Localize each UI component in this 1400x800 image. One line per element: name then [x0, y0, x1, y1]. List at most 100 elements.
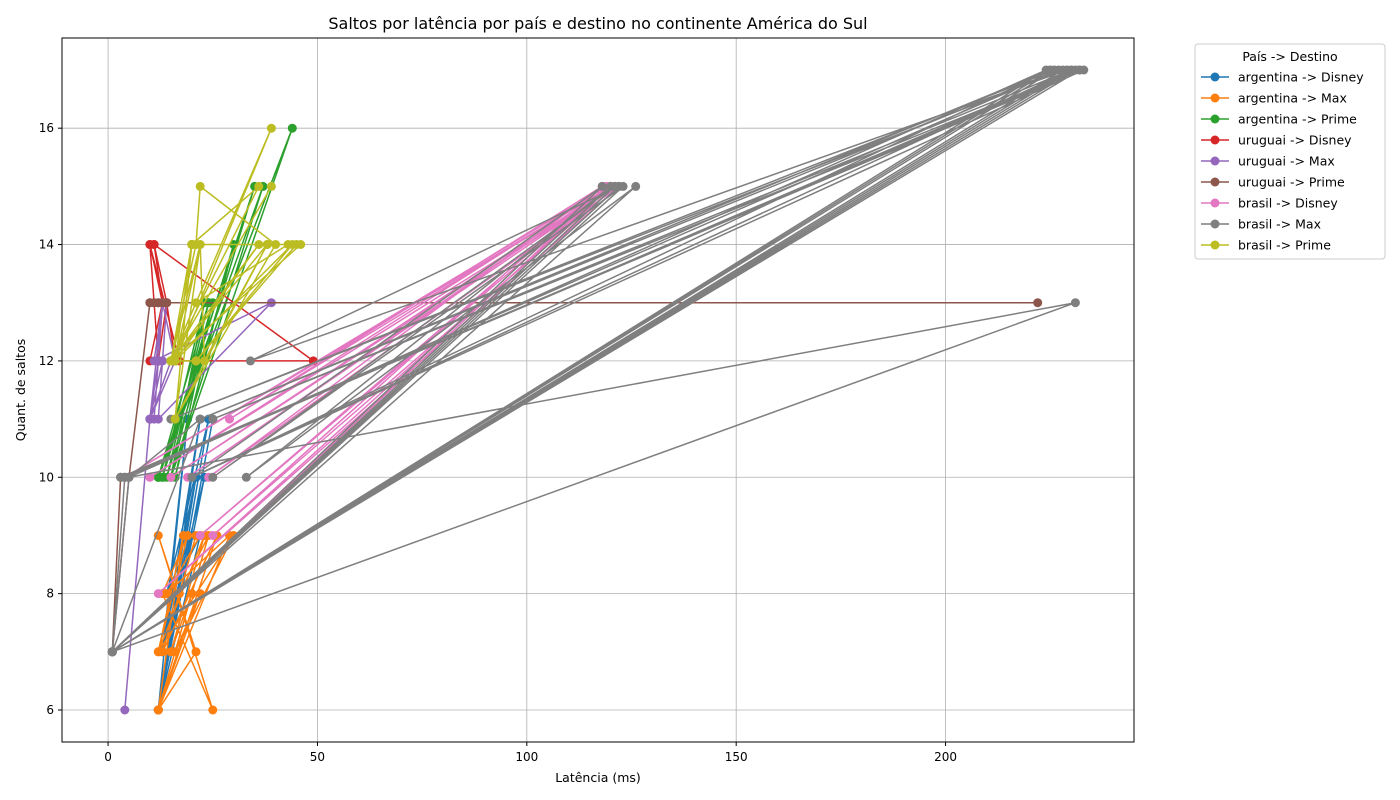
- data-point: [208, 531, 218, 540]
- data-point: [1062, 65, 1072, 75]
- legend-swatch-marker: [1210, 177, 1220, 187]
- data-point: [618, 181, 628, 191]
- legend: País -> Destino argentina -> Disney argent…: [1194, 43, 1386, 260]
- data-point: [199, 356, 209, 366]
- y-tick-label: 12: [39, 354, 54, 368]
- data-point: [149, 298, 159, 308]
- data-point: [162, 589, 172, 599]
- legend-label: argentina -> Prime: [1238, 112, 1357, 127]
- series-line: [149, 243, 315, 362]
- data-point: [178, 531, 188, 540]
- data-point: [208, 414, 218, 424]
- legend-item: brasil -> Prime: [1201, 238, 1331, 253]
- data-point: [187, 472, 197, 482]
- legend-swatch-marker: [1210, 72, 1220, 82]
- legend-label: uruguai -> Disney: [1238, 133, 1352, 148]
- series-line: [157, 534, 235, 711]
- data-point: [120, 705, 130, 715]
- x-tick-label: 50: [310, 750, 325, 764]
- y-tick-label: 6: [46, 703, 54, 717]
- data-point: [158, 356, 167, 366]
- chart-title: Saltos por latência por país e destino n…: [328, 14, 867, 33]
- data-point: [195, 414, 205, 424]
- data-point: [107, 647, 117, 657]
- legend-label: uruguai -> Max: [1238, 154, 1335, 169]
- grid: [62, 38, 1134, 742]
- series-7: [107, 65, 1089, 657]
- series-8: [166, 123, 306, 424]
- y-axis-label: Quant. de saltos: [13, 339, 28, 442]
- data-point: [145, 414, 155, 424]
- data-point: [187, 589, 197, 599]
- axis-ticks: 0 50 100 150 200 6 8 10 12 14 16: [39, 121, 957, 764]
- data-point: [208, 705, 218, 715]
- legend-swatch-marker: [1210, 156, 1220, 166]
- y-tick-label: 16: [39, 121, 54, 135]
- legend-item: argentina -> Disney: [1201, 70, 1364, 85]
- data-point: [271, 240, 281, 249]
- x-tick-label: 150: [725, 750, 748, 764]
- data-point: [153, 414, 163, 424]
- legend-label: argentina -> Max: [1238, 91, 1347, 106]
- legend-label: argentina -> Disney: [1238, 70, 1364, 85]
- legend-label: uruguai -> Prime: [1238, 175, 1345, 190]
- data-point: [153, 647, 163, 657]
- data-point: [241, 472, 251, 482]
- x-tick-label: 200: [934, 750, 957, 764]
- data-point: [631, 181, 641, 191]
- x-tick-label: 100: [515, 750, 538, 764]
- legend-label: brasil -> Max: [1238, 217, 1321, 232]
- legend-swatch-marker: [1210, 198, 1220, 208]
- data-point: [254, 240, 264, 249]
- data-point: [153, 705, 163, 715]
- legend-item: uruguai -> Max: [1201, 154, 1335, 169]
- legend-swatch-marker: [1210, 135, 1220, 145]
- y-tick-label: 14: [39, 238, 54, 252]
- data-point: [1070, 298, 1080, 308]
- data-point: [208, 472, 218, 482]
- data-point: [266, 123, 276, 133]
- data-point: [1075, 65, 1085, 75]
- data-point: [124, 472, 134, 482]
- legend-item: argentina -> Max: [1201, 91, 1347, 106]
- legend-item: uruguai -> Prime: [1201, 175, 1345, 190]
- data-point: [166, 647, 176, 657]
- data-point: [166, 472, 176, 482]
- x-axis-label: Latência (ms): [555, 770, 641, 785]
- legend-swatch-marker: [1210, 219, 1220, 229]
- data-point: [254, 181, 264, 191]
- legend-label: brasil -> Prime: [1238, 238, 1331, 253]
- data-point: [153, 472, 163, 482]
- data-point: [153, 589, 163, 599]
- legend-swatch-marker: [1210, 240, 1220, 250]
- data-point: [162, 298, 172, 308]
- data-point: [597, 181, 607, 191]
- data-point: [187, 240, 197, 249]
- data-point: [191, 647, 201, 657]
- legend-swatch-marker: [1210, 114, 1220, 124]
- data-point: [145, 240, 155, 249]
- data-point: [287, 240, 297, 249]
- y-tick-label: 10: [39, 470, 54, 484]
- series-layer: [107, 65, 1089, 715]
- x-tick-label: 0: [104, 750, 112, 764]
- data-point: [166, 356, 176, 366]
- legend-item: uruguai -> Disney: [1201, 133, 1352, 148]
- series-line: [111, 185, 620, 653]
- data-point: [195, 181, 205, 191]
- data-point: [245, 356, 255, 366]
- data-point: [1054, 65, 1064, 75]
- data-point: [149, 356, 159, 366]
- data-point: [191, 356, 201, 366]
- series-1: [153, 531, 239, 715]
- data-point: [266, 181, 276, 191]
- data-point: [145, 472, 155, 482]
- y-tick-label: 8: [46, 587, 54, 601]
- data-point: [195, 240, 205, 249]
- data-point: [287, 123, 297, 133]
- data-point: [170, 414, 180, 424]
- data-point: [1045, 65, 1055, 75]
- data-point: [191, 298, 201, 308]
